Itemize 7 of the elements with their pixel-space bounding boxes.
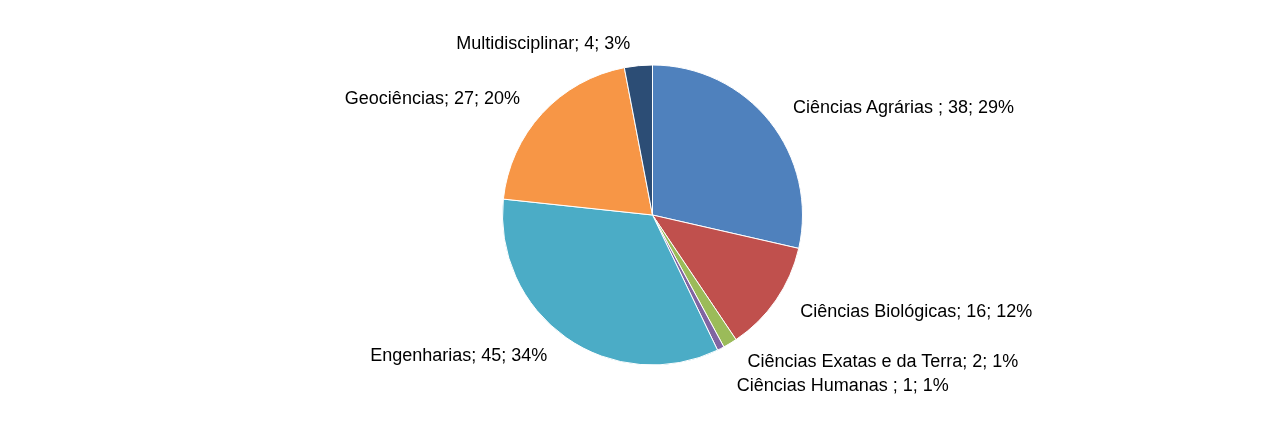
slice-label: Geociências; 27; 20% — [344, 87, 520, 108]
slice-label: Engenharias; 45; 34% — [370, 344, 548, 365]
slice-label: Ciências Agrárias ; 38; 29% — [792, 96, 1015, 117]
slice-label: Ciências Biológicas; 16; 12% — [800, 301, 1033, 322]
slice-label: Multidisciplinar; 4; 3% — [456, 32, 631, 53]
slice-label: Ciências Humanas ; 1; 1% — [736, 375, 949, 396]
slice-label: Ciências Exatas e da Terra; 2; 1% — [747, 351, 1019, 372]
